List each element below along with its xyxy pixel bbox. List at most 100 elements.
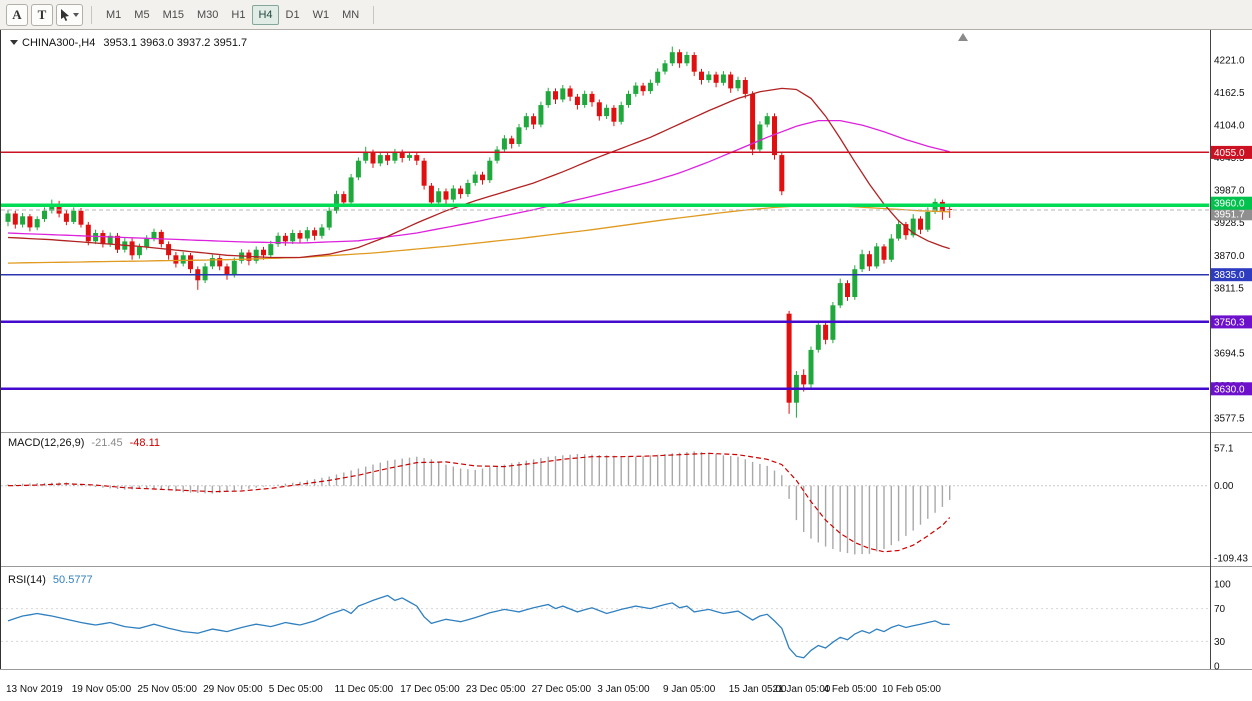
price-tick-label: 3987.0	[1214, 186, 1245, 197]
candle-body	[341, 194, 347, 203]
candle-body	[100, 233, 106, 245]
rsi-tick-label: 0	[1214, 662, 1220, 673]
price-badge	[1211, 382, 1252, 396]
candle-body	[626, 93, 631, 105]
macd-tick-label: -109.43	[1214, 554, 1248, 565]
candle-body	[334, 194, 339, 211]
chart-shift-marker-icon[interactable]	[958, 33, 968, 41]
candle-body	[866, 254, 872, 267]
symbol-dropdown-icon[interactable]	[10, 40, 18, 45]
macd-signal-line	[7, 452, 951, 553]
timeframe-group: M1 M5 M15 M30 H1 H4 D1 W1 MN	[100, 4, 365, 25]
candle-body	[377, 155, 383, 164]
candle-body	[275, 235, 281, 245]
chevron-down-icon	[73, 12, 79, 17]
candle-body	[202, 266, 208, 281]
candle-body	[815, 324, 821, 350]
candle-body	[20, 216, 26, 225]
candle-body	[428, 185, 434, 203]
candle-body	[144, 238, 150, 247]
candle-body	[304, 230, 310, 239]
candle-body	[567, 88, 573, 97]
candle-body	[925, 211, 931, 230]
candle-body	[574, 96, 580, 105]
price-badge	[1211, 196, 1252, 210]
price-tick-label: 4221.0	[1214, 56, 1245, 67]
price-tick-label: 3870.0	[1214, 251, 1245, 262]
candle-body	[399, 152, 405, 158]
candle-body	[129, 241, 135, 256]
time-axis[interactable]	[0, 671, 1252, 701]
candle-body	[472, 174, 478, 183]
candle-body	[896, 224, 902, 239]
candle-body	[750, 93, 756, 150]
candle-body	[63, 213, 69, 222]
candle-body	[837, 283, 843, 306]
candle-body	[115, 235, 120, 250]
time-label: 19 Nov 05:00	[72, 684, 132, 695]
ma-fast-line	[7, 87, 950, 259]
timeframe-button-d1[interactable]: D1	[280, 5, 306, 25]
time-label: 27 Dec 05:00	[532, 684, 592, 695]
candle-body	[78, 210, 84, 225]
candle-body	[779, 155, 785, 192]
candle-body	[538, 105, 544, 125]
ma-mid-line	[7, 119, 950, 244]
time-label: 21 Jan 05:00	[773, 684, 831, 695]
price-badge-label: 3951.7	[1214, 209, 1245, 220]
candle-body	[742, 80, 748, 94]
timeframe-button-mn[interactable]: MN	[336, 5, 365, 25]
macd-header: MACD(12,26,9) -21.45 -48.11	[8, 437, 160, 449]
timeframe-button-m5[interactable]: M5	[128, 5, 155, 25]
cursor-tool-button[interactable]	[56, 3, 83, 26]
candle-body	[560, 88, 566, 100]
candle-body	[611, 107, 617, 122]
time-label: 17 Dec 05:00	[400, 684, 460, 695]
price-badge	[1211, 315, 1252, 329]
chart-background	[0, 30, 1252, 701]
candle-body	[458, 188, 464, 195]
candle-body	[355, 160, 361, 178]
timeframe-button-m15[interactable]: M15	[157, 5, 190, 25]
arrow-tool-button[interactable]: A	[6, 3, 28, 26]
toolbar: A T M1 M5 M15 M30 H1 H4 D1 W1 MN	[0, 0, 1252, 30]
candle-body	[487, 160, 493, 181]
candle-body	[918, 218, 923, 230]
candle-body	[34, 219, 40, 228]
price-tick-label: 4162.5	[1214, 88, 1245, 99]
timeframe-button-w1[interactable]: W1	[307, 5, 336, 25]
candle-body	[633, 85, 639, 94]
candle-body	[49, 204, 55, 211]
toolbar-separator	[91, 5, 92, 24]
time-label: 25 Nov 05:00	[137, 684, 197, 695]
candle-body	[808, 349, 814, 385]
price-axis[interactable]	[1211, 30, 1252, 670]
price-tick-label: 3928.5	[1214, 218, 1245, 229]
candle-body	[151, 231, 157, 239]
candle-body	[450, 188, 456, 200]
candle-body	[772, 116, 777, 156]
rsi-tick-label: 30	[1214, 637, 1226, 648]
candle-body	[93, 233, 99, 242]
timeframe-button-h1[interactable]: H1	[225, 5, 251, 25]
text-tool-button[interactable]: T	[31, 3, 53, 26]
candle-body	[282, 235, 288, 242]
timeframe-button-m1[interactable]: M1	[100, 5, 127, 25]
timeframe-button-h4[interactable]: H4	[252, 4, 279, 25]
candle-body	[903, 224, 909, 236]
candle-body	[188, 255, 193, 270]
chart-title: CHINA300-,H4 3953.1 3963.0 3937.2 3951.7	[22, 37, 247, 49]
candle-body	[326, 210, 332, 228]
price-tick-label: 3694.5	[1214, 348, 1245, 359]
candle-body	[545, 91, 551, 106]
candle-body	[421, 160, 427, 186]
chart-symbol-label: CHINA300-,H4	[22, 37, 95, 49]
time-label: 15 Jan 05:00	[729, 684, 787, 695]
candle-body	[677, 52, 683, 64]
timeframe-button-m30[interactable]: M30	[191, 5, 224, 25]
candle-body	[618, 105, 624, 122]
candle-body	[480, 174, 485, 181]
candle-body	[582, 93, 588, 105]
